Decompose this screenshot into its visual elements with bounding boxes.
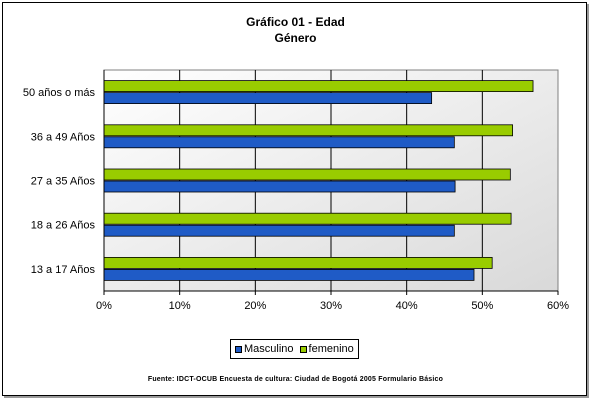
legend-swatch-masculino <box>235 345 242 353</box>
bars <box>103 70 558 292</box>
legend-item-masculino: Masculino <box>235 343 294 355</box>
bar-femenino-4 <box>103 256 493 269</box>
bar-femenino-2 <box>103 168 511 181</box>
x-tick-labels: 0% 10% 20% 30% 40% 50% 60% <box>96 300 569 312</box>
bar-masculino-0 <box>103 92 433 104</box>
category-labels: 50 años o más 36 a 49 Años 27 a 35 Años 18 … <box>23 87 96 276</box>
bar-masculino-1 <box>103 136 455 149</box>
chart-title: Gráfico 01 - Edad <box>246 15 345 29</box>
legend-swatch-femenino <box>299 345 307 353</box>
x-tick-label: 60% <box>547 300 569 312</box>
x-tick-label: 10% <box>169 300 191 312</box>
x-tick-label: 20% <box>244 300 266 312</box>
bar-masculino-4 <box>103 268 475 281</box>
gridlines <box>103 70 559 295</box>
category-label: 36 a 49 Años <box>31 131 96 143</box>
legend: Masculino femenino <box>230 339 359 359</box>
x-tick-label: 40% <box>396 300 418 312</box>
category-label: 50 años o más <box>23 87 96 99</box>
legend-label-femenino: femenino <box>308 343 354 355</box>
category-label: 13 a 17 Años <box>31 264 96 276</box>
x-tick-label: 30% <box>320 300 342 312</box>
source-note: Fuente: IDCT-OCUB Encuesta de cultura: C… <box>147 376 444 383</box>
bar-masculino-3 <box>103 224 455 237</box>
x-tick-label: 50% <box>471 300 493 312</box>
bar-femenino-3 <box>103 212 512 225</box>
bar-femenino-0 <box>103 80 534 92</box>
bar-masculino-2 <box>103 180 456 193</box>
legend-item-femenino: femenino <box>299 343 354 355</box>
category-label: 18 a 26 Años <box>31 220 96 232</box>
legend-label-masculino: Masculino <box>244 343 294 355</box>
x-tick-label: 0% <box>96 300 112 312</box>
chart-subtitle: Género <box>274 31 317 45</box>
bar-femenino-1 <box>103 124 514 137</box>
category-label: 27 a 35 Años <box>31 176 96 188</box>
